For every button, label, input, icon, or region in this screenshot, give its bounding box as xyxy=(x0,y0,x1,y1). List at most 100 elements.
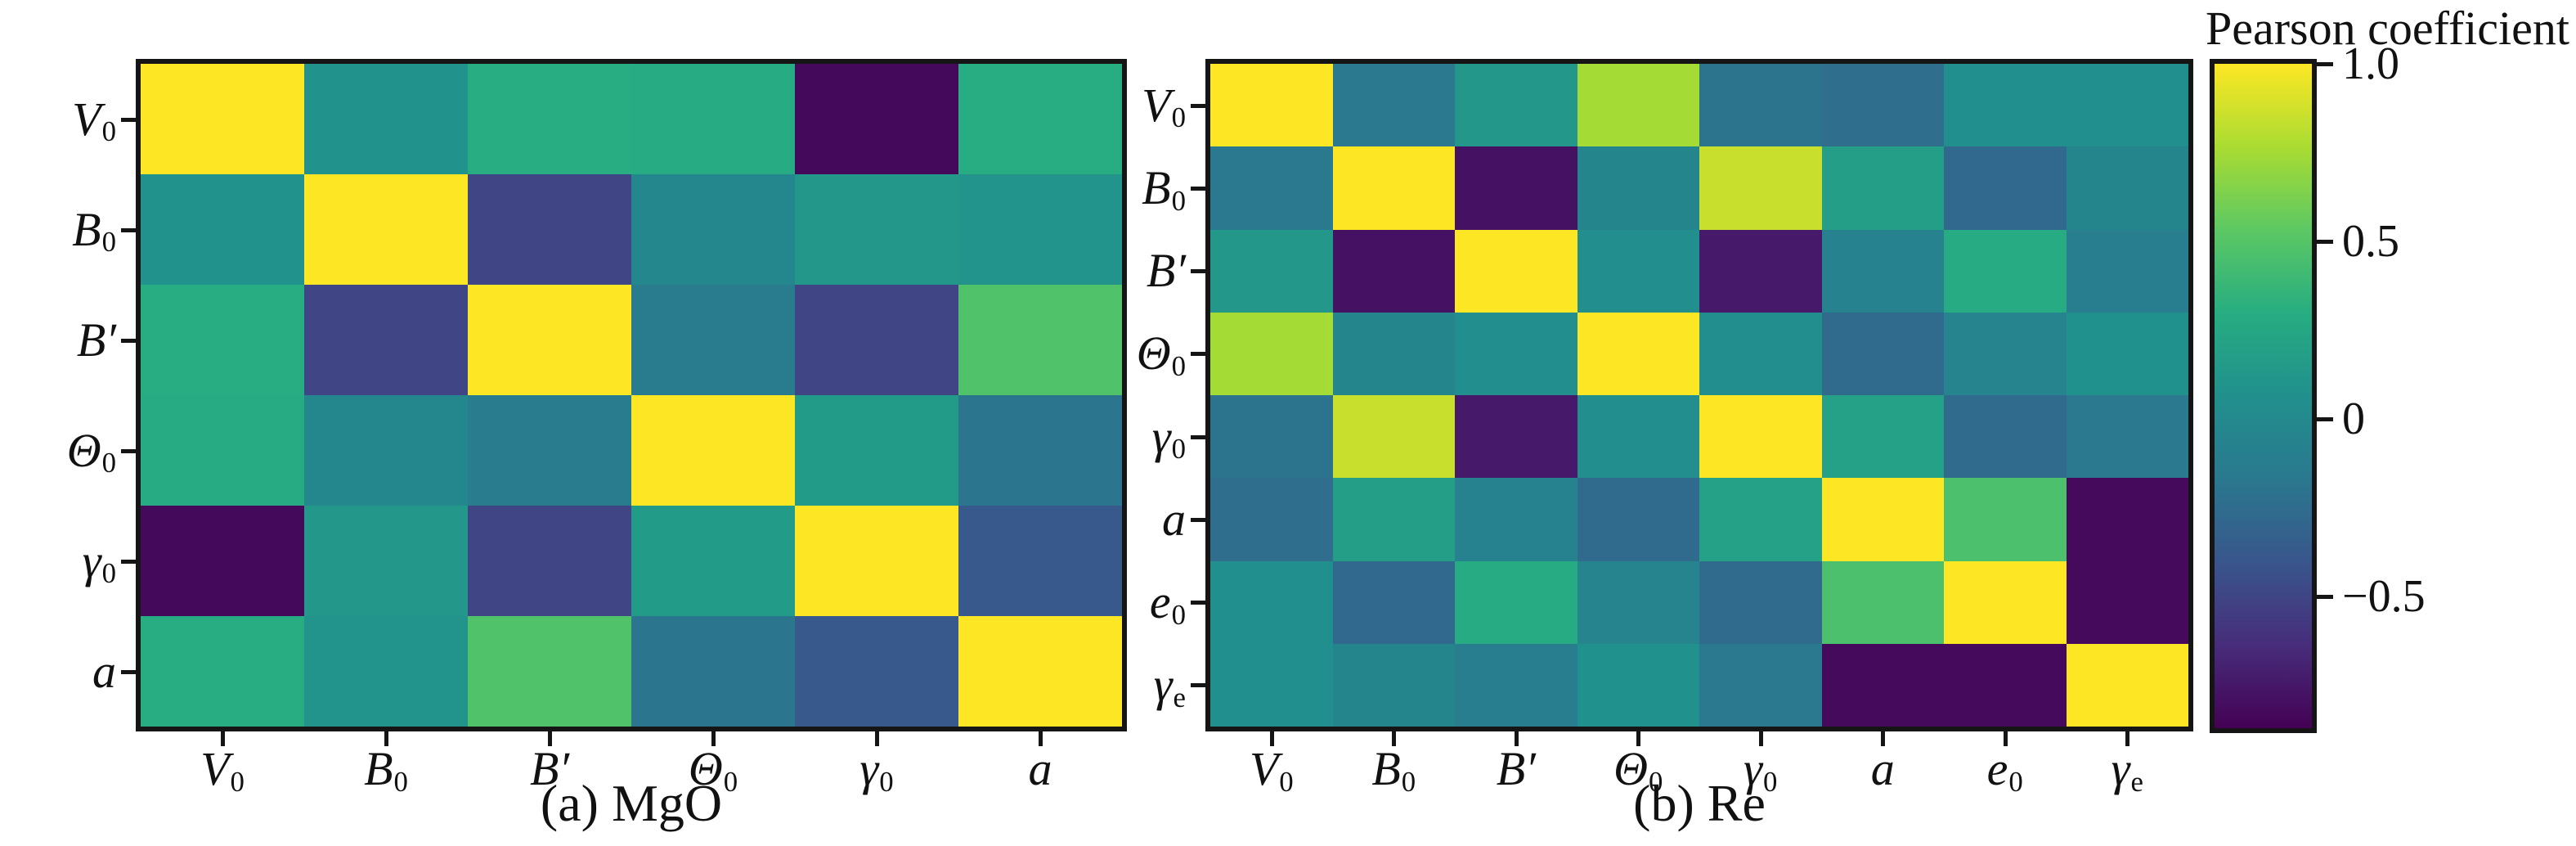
x-axis-tick xyxy=(1758,731,1763,746)
x-tick-label: Θ0 xyxy=(615,738,811,800)
y-axis-tick xyxy=(121,227,136,232)
heatmap-cell xyxy=(958,285,1122,395)
math-symbol: B xyxy=(1371,742,1401,795)
heatmap-cell xyxy=(1944,395,2067,479)
colorbar-tick-label: −0.5 xyxy=(2342,571,2426,623)
heatmap-cell xyxy=(631,285,795,395)
math-symbol: Θ xyxy=(1136,326,1171,380)
heatmap-cell xyxy=(631,616,795,727)
math-subscript: 0 xyxy=(1762,765,1778,798)
heatmap-cell xyxy=(1821,395,1944,479)
heatmap-cell xyxy=(1577,560,1699,644)
heatmap-cell xyxy=(2066,229,2188,313)
heatmap-cell xyxy=(304,395,468,506)
heatmap-cell xyxy=(631,64,795,174)
x-tick-label: B0 xyxy=(288,738,484,800)
heatmap-cell xyxy=(1944,146,2067,230)
heatmap-cell xyxy=(1210,64,1333,147)
colorbar-tick xyxy=(2317,240,2333,245)
heatmap-cell xyxy=(304,174,468,285)
heatmap-cell xyxy=(1210,478,1333,561)
math-symbol: Θ xyxy=(66,423,101,477)
heatmap-cell xyxy=(468,174,631,285)
math-symbol: B xyxy=(364,742,393,795)
heatmap-cell xyxy=(141,64,304,174)
x-axis-tick xyxy=(2003,731,2008,746)
heatmap-cell xyxy=(795,506,958,616)
heatmap-cell xyxy=(304,64,468,174)
math-symbol: B xyxy=(1142,160,1171,214)
math-subscript: e xyxy=(1173,682,1186,714)
y-axis-tick xyxy=(121,117,136,122)
x-axis-tick xyxy=(1039,731,1043,746)
math-symbol: Θ xyxy=(1613,742,1648,795)
x-tick-label: a xyxy=(1784,738,1981,800)
heatmap-cell xyxy=(468,395,631,506)
heatmap-cell xyxy=(1332,395,1455,479)
heatmap-cell xyxy=(1332,478,1455,561)
heatmap-cell xyxy=(1577,395,1699,479)
y-axis-tick xyxy=(1191,269,1205,274)
y-axis-tick xyxy=(121,559,136,564)
heatmap-cell xyxy=(1455,395,1577,479)
math-symbol: a xyxy=(1162,492,1186,546)
x-axis-tick xyxy=(1392,731,1397,746)
heatmap-cell xyxy=(468,616,631,727)
heatmap-cell xyxy=(1821,478,1944,561)
y-tick-label: γe xyxy=(940,652,1186,718)
heatmap-cell xyxy=(1699,229,1822,313)
heatmap-cell xyxy=(2066,643,2188,727)
math-subscript: 0 xyxy=(1171,101,1186,134)
heatmap-cell xyxy=(304,285,468,395)
heatmap-cell xyxy=(2066,312,2188,395)
heatmap-cell xyxy=(1699,64,1822,147)
y-axis-tick xyxy=(1191,601,1205,605)
math-subscript: 0 xyxy=(1171,598,1186,631)
y-axis-tick xyxy=(1191,186,1205,191)
colorbar-tick-label: 0 xyxy=(2342,394,2365,445)
y-axis-tick xyxy=(121,338,136,343)
math-symbol: V xyxy=(1249,742,1279,795)
heatmap-cell xyxy=(795,616,958,727)
y-axis-tick xyxy=(1191,434,1205,439)
y-tick-label: B′ xyxy=(940,238,1186,304)
heatmap-cell xyxy=(2066,395,2188,479)
heatmap-cell xyxy=(468,285,631,395)
x-tick-label: B′ xyxy=(451,738,648,800)
colorbar xyxy=(2210,59,2317,733)
math-symbol: γ xyxy=(1151,409,1171,463)
x-axis-tick xyxy=(2125,731,2130,746)
math-subscript: 0 xyxy=(101,226,116,259)
heatmap-cell xyxy=(958,395,1122,506)
heatmap-cell xyxy=(141,616,304,727)
math-symbol: γ xyxy=(1744,742,1762,795)
heatmap-cell xyxy=(304,616,468,727)
x-tick-label: e0 xyxy=(1907,738,2103,800)
x-tick-label: V0 xyxy=(1174,738,1370,800)
heatmap-cell xyxy=(1455,478,1577,561)
y-tick-label: V0 xyxy=(940,73,1186,138)
x-tick-label: γe xyxy=(2029,738,2225,800)
x-tick-label: γ0 xyxy=(779,738,975,800)
x-axis-tick xyxy=(1269,731,1274,746)
x-axis-tick xyxy=(221,731,225,746)
heatmap-cell xyxy=(141,506,304,616)
y-tick-label: Θ0 xyxy=(940,321,1186,386)
x-tick-label: Θ0 xyxy=(1540,738,1736,800)
heatmap-cell xyxy=(1210,146,1333,230)
y-tick-label: B′ xyxy=(0,308,116,373)
heatmap-cell xyxy=(1821,560,1944,644)
math-symbol: γ xyxy=(2111,742,2130,795)
x-tick-label: a xyxy=(942,738,1138,800)
math-symbol: B′ xyxy=(76,313,116,367)
y-tick-label: a xyxy=(0,639,116,704)
heatmap-cell xyxy=(1944,560,2067,644)
heatmap-cell xyxy=(2066,478,2188,561)
heatmap-cell xyxy=(1577,146,1699,230)
heatmap-cell xyxy=(1944,312,2067,395)
heatmap-cell xyxy=(1332,643,1455,727)
y-tick-label: a xyxy=(940,487,1186,552)
y-tick-label: e0 xyxy=(940,569,1186,635)
colorbar-tick xyxy=(2317,62,2333,66)
heatmap-cell xyxy=(1699,395,1822,479)
